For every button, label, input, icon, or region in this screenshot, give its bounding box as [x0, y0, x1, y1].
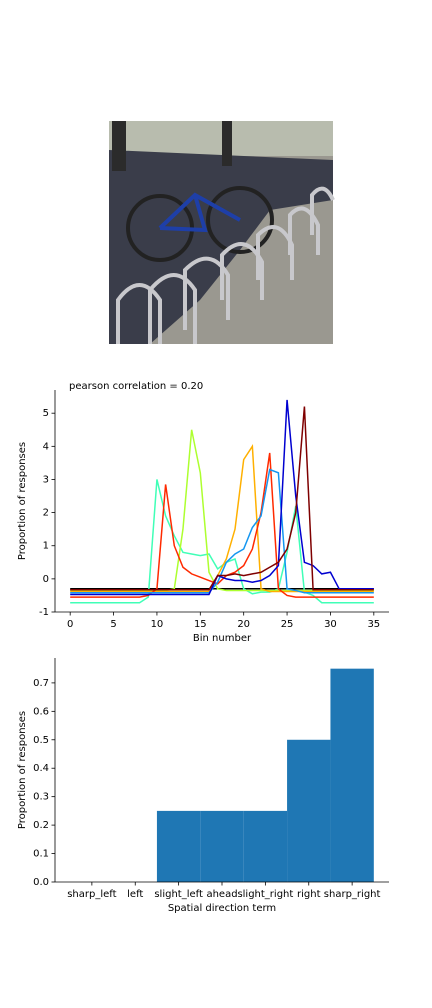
x-tick-label: left	[127, 889, 143, 900]
x-tick-label: sharp_right	[324, 889, 381, 900]
y-tick-label: 0.5	[33, 735, 49, 746]
x-tick-label: slight_right	[237, 889, 293, 900]
x-tick-label: slight_left	[154, 889, 203, 900]
data-line	[70, 452, 374, 598]
y-tick-label: 0.2	[33, 820, 49, 831]
data-line	[70, 406, 374, 591]
x-tick-label: 0	[67, 619, 73, 630]
y-tick-label: 5	[43, 408, 49, 419]
y-tick-label: 0.4	[33, 763, 49, 774]
data-line	[70, 444, 374, 593]
y-tick-label: 0	[43, 574, 49, 585]
y-tick-label: 0.7	[33, 678, 49, 689]
y-tick-label: 2	[43, 508, 49, 519]
y-tick-label: 0.6	[33, 706, 49, 717]
x-tick-label: 5	[110, 619, 116, 630]
y-tick-label: 4	[43, 441, 49, 452]
y-tick-label: 0.1	[33, 849, 49, 860]
y-tick-label: 3	[43, 474, 49, 485]
x-tick-label: ahead	[206, 889, 237, 900]
x-tick-label: 35	[367, 619, 380, 630]
data-line	[70, 479, 374, 604]
data-line	[70, 468, 374, 594]
x-tick-label: 25	[281, 619, 294, 630]
photo-wheel	[206, 186, 274, 254]
x-tick-label: sharp_left	[67, 889, 116, 900]
x-tick-label: 30	[324, 619, 337, 630]
y-tick-label: 0.0	[33, 877, 49, 888]
photo-racks	[116, 186, 335, 344]
photo-tree	[112, 121, 126, 171]
photo	[109, 121, 335, 344]
bar	[156, 810, 201, 882]
bar	[243, 810, 288, 882]
y-axis-label: Proportion of responses	[17, 442, 28, 560]
y-tick-label: 0.3	[33, 792, 49, 803]
bar	[200, 810, 244, 882]
x-tick-label: 10	[151, 619, 164, 630]
bar	[287, 739, 331, 882]
x-tick-label: 20	[237, 619, 250, 630]
x-axis-label: Bin number	[193, 633, 252, 644]
photo-tree	[222, 121, 232, 166]
data-line	[70, 399, 374, 596]
x-axis-label: Spatial direction term	[168, 903, 276, 914]
y-axis-label: Proportion of responses	[17, 711, 28, 829]
photo-background	[109, 121, 333, 156]
bar	[330, 668, 374, 882]
chart-title: pearson correlation = 0.20	[69, 381, 203, 392]
y-tick-label: -1	[39, 607, 49, 618]
photo-frame	[158, 192, 241, 233]
y-tick-label: 1	[43, 541, 49, 552]
x-tick-label: 15	[194, 619, 207, 630]
x-tick-label: right	[297, 889, 321, 900]
